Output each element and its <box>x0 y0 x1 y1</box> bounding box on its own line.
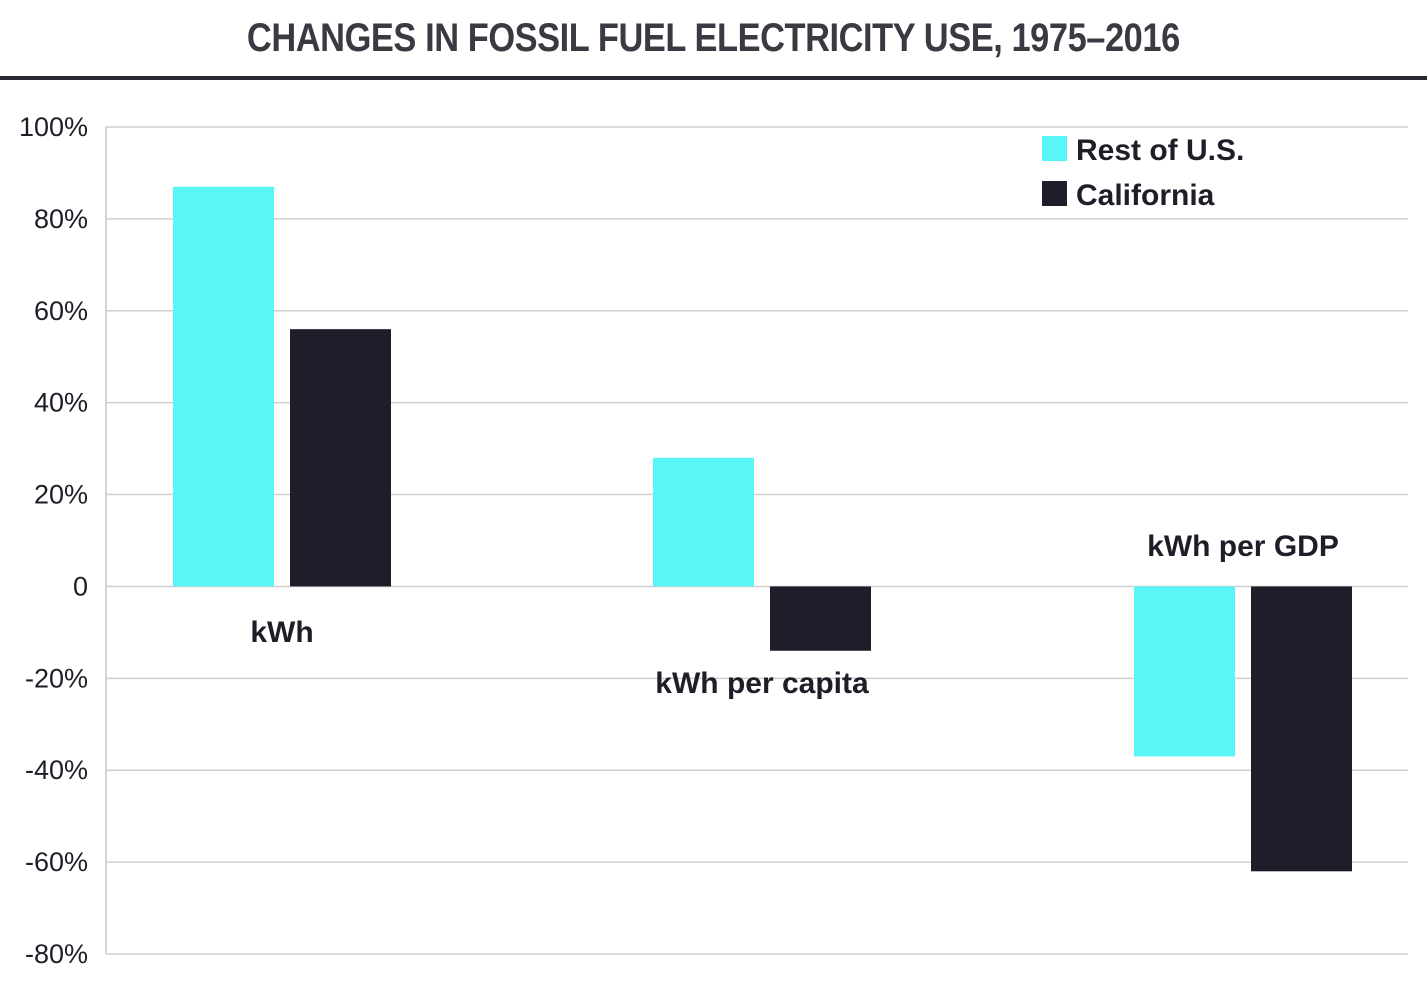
bar-rest-of-us-2 <box>653 457 754 587</box>
y-tick-label: -80% <box>25 939 88 969</box>
bars <box>173 186 1352 872</box>
category-labels: kWh kWh per capita kWh per GDP <box>250 530 1339 700</box>
y-tick-label: 60% <box>34 296 88 326</box>
bar-chart: 100%80%60%40%20%0-20%-40%-60%-80% kWhkWh… <box>19 112 1408 969</box>
y-tick-label: -40% <box>25 755 88 785</box>
legend-swatch <box>1042 136 1067 161</box>
legend-label: California <box>1076 179 1215 212</box>
legend: Rest of U.S. California <box>1042 134 1244 212</box>
bar-rest-of-us-1 <box>173 186 274 587</box>
y-tick-label: 20% <box>34 480 88 510</box>
y-tick-label: 0 <box>73 571 88 601</box>
chart-title: CHANGES IN FOSSIL FUEL ELECTRICITY USE, … <box>247 15 1180 60</box>
y-tick-label: 80% <box>34 204 88 234</box>
legend-swatch <box>1042 181 1067 206</box>
bar-california-3 <box>1251 586 1352 872</box>
y-tick-label: 100% <box>19 112 88 142</box>
category-label: kWh per GDP <box>1147 530 1339 563</box>
category-label: kWh per capita <box>655 667 869 700</box>
y-tick-label: 40% <box>34 388 88 418</box>
bar-rest-of-us-3 <box>1134 586 1235 757</box>
title-bar: CHANGES IN FOSSIL FUEL ELECTRICITY USE, … <box>0 0 1427 80</box>
bar-california-1 <box>290 329 391 587</box>
y-axis-ticks: 100% 80% 60% 40% 20% 0 -20% -40% -60% -80% <box>19 112 88 969</box>
y-tick-label: -20% <box>25 663 88 693</box>
category-label: kWh <box>250 616 313 649</box>
legend-label: Rest of U.S. <box>1076 134 1244 167</box>
bar-california-2 <box>770 586 871 651</box>
y-tick-label: -60% <box>25 847 88 877</box>
